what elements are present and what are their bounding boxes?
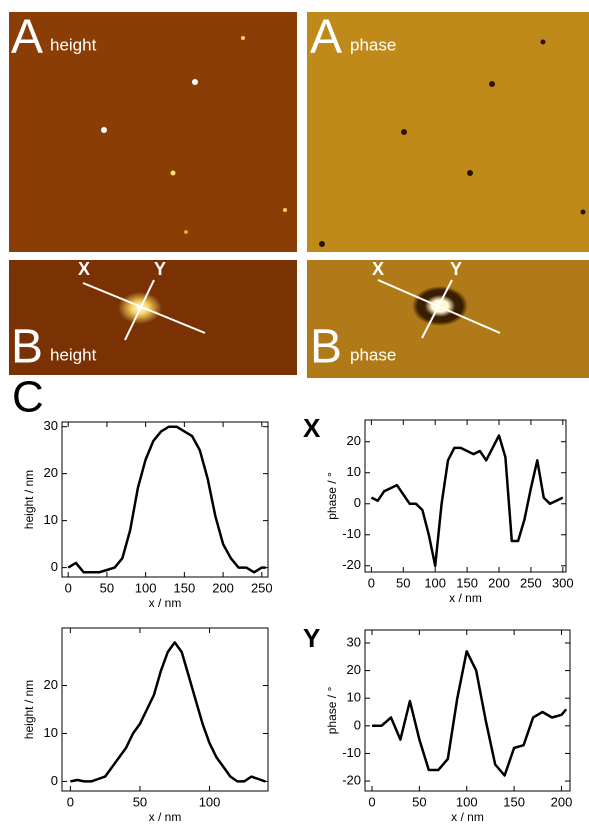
x-tick-label: 150 bbox=[174, 580, 196, 595]
image-a-phase: A phase bbox=[307, 11, 589, 252]
y-tick-label: -20 bbox=[342, 557, 361, 572]
x-axis-label: x / nm bbox=[449, 591, 482, 605]
x-tick-label: 100 bbox=[199, 794, 221, 809]
y-tick-label: 30 bbox=[44, 418, 58, 433]
y-tick-label: -10 bbox=[342, 745, 361, 760]
line-marker: X bbox=[78, 259, 90, 279]
y-tick-label: 20 bbox=[347, 662, 361, 677]
y-tick-label: 20 bbox=[44, 465, 58, 480]
panel-letter: C bbox=[12, 373, 44, 422]
x-tick-label: 50 bbox=[412, 794, 426, 809]
panel-letter: B bbox=[310, 321, 342, 374]
image-a-height: A height bbox=[9, 11, 297, 252]
y-tick-label: 20 bbox=[44, 677, 58, 692]
panel-letter: A bbox=[11, 11, 43, 64]
x-tick-label: 0 bbox=[65, 580, 72, 595]
image-label: height bbox=[50, 345, 97, 364]
image-label: phase bbox=[350, 35, 396, 54]
x-tick-label: 150 bbox=[456, 575, 478, 590]
x-tick-label: 0 bbox=[67, 794, 74, 809]
panel-letter: B bbox=[11, 321, 43, 374]
plot-frame bbox=[61, 627, 269, 792]
y-axis-label: phase / ° bbox=[325, 687, 339, 735]
x-tick-label: 150 bbox=[503, 794, 525, 809]
x-axis-label: x / nm bbox=[149, 596, 182, 610]
x-tick-label: 50 bbox=[133, 794, 147, 809]
x-tick-label: 50 bbox=[396, 575, 410, 590]
panel-marker: X bbox=[303, 413, 321, 443]
y-tick-label: 30 bbox=[347, 634, 361, 649]
y-axis-label: phase / ° bbox=[325, 472, 339, 520]
y-tick-label: 10 bbox=[44, 725, 58, 740]
plot-frame bbox=[364, 419, 567, 573]
x-tick-label: 100 bbox=[456, 794, 478, 809]
x-tick-label: 300 bbox=[552, 575, 574, 590]
x-tick-label: 250 bbox=[251, 580, 273, 595]
x-tick-label: 200 bbox=[212, 580, 234, 595]
line-marker: X bbox=[372, 259, 384, 279]
line-marker: Y bbox=[154, 259, 166, 279]
y-tick-label: 0 bbox=[51, 559, 58, 574]
x-tick-label: 0 bbox=[368, 794, 375, 809]
plot-frame bbox=[61, 421, 269, 578]
image-label: height bbox=[50, 35, 97, 54]
x-tick-label: 200 bbox=[551, 794, 573, 809]
x-tick-label: 0 bbox=[368, 575, 375, 590]
x-axis-label: x / nm bbox=[149, 810, 182, 824]
y-tick-label: 0 bbox=[51, 773, 58, 788]
x-axis-label: x / nm bbox=[451, 810, 484, 824]
data-line bbox=[70, 641, 266, 783]
x-tick-label: 200 bbox=[488, 575, 510, 590]
y-tick-label: -10 bbox=[342, 526, 361, 541]
y-tick-label: 10 bbox=[347, 464, 361, 479]
y-tick-label: 20 bbox=[347, 433, 361, 448]
image-b-height: X Y B height bbox=[9, 259, 297, 375]
y-tick-label: 0 bbox=[354, 495, 361, 510]
y-tick-label: 10 bbox=[347, 690, 361, 705]
data-line bbox=[372, 650, 568, 777]
panel-letter: A bbox=[310, 11, 342, 64]
y-tick-label: 0 bbox=[354, 717, 361, 732]
y-tick-label: 10 bbox=[44, 512, 58, 527]
image-b-phase: X Y B phase bbox=[307, 259, 589, 378]
y-tick-label: -20 bbox=[342, 772, 361, 787]
x-tick-label: 100 bbox=[424, 575, 446, 590]
x-tick-label: 100 bbox=[135, 580, 157, 595]
data-line bbox=[370, 434, 564, 568]
line-marker: Y bbox=[450, 259, 462, 279]
plot-frame bbox=[364, 629, 571, 792]
x-tick-label: 50 bbox=[100, 580, 114, 595]
image-label: phase bbox=[350, 345, 396, 364]
x-tick-label: 250 bbox=[520, 575, 542, 590]
data-line bbox=[67, 425, 266, 574]
y-axis-label: height / nm bbox=[22, 680, 36, 739]
panel-marker: Y bbox=[303, 623, 320, 653]
y-axis-label: height / nm bbox=[22, 470, 36, 529]
